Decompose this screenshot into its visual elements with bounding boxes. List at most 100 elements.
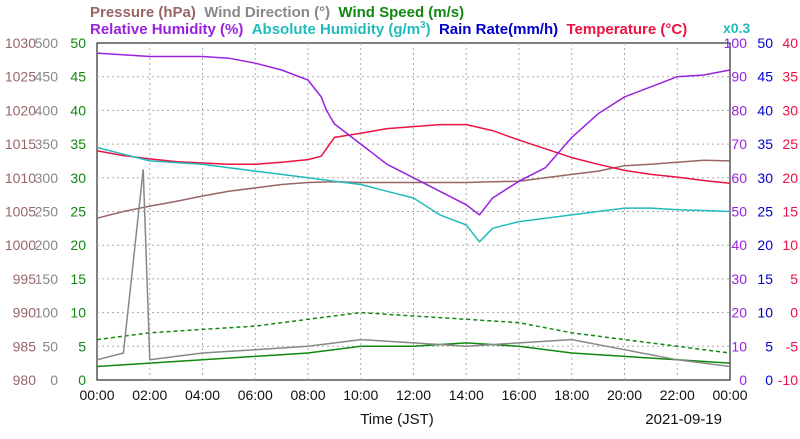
y-tick-label-temperature: -10 — [778, 372, 798, 388]
y-tick-label-humidity: 20 — [731, 305, 747, 321]
y-tick-label-wind-speed: 20 — [70, 237, 86, 253]
legend-entry: Temperature (°C) — [558, 21, 687, 38]
x-tick-label: 06:00 — [238, 387, 273, 403]
legend-entry: Pressure (hPa) — [90, 4, 196, 21]
x-tick-label: 08:00 — [290, 387, 325, 403]
y-tick-label-rain: 20 — [757, 237, 773, 253]
y-tick-label-rain: 10 — [757, 305, 773, 321]
legend-entry-tail: ) — [426, 21, 431, 38]
y-tick-label-wind-speed: 50 — [70, 35, 86, 51]
x-tick-label: 16:00 — [501, 387, 536, 403]
series-line-absolute-humidity — [96, 146, 731, 243]
y-tick-label-humidity: 30 — [731, 271, 747, 287]
y-tick-label-wind-direction: 0 — [50, 372, 58, 388]
series-line-wind-speed-gust — [96, 311, 731, 354]
y-tick-label-temperature: 35 — [782, 69, 798, 85]
legend-entry: Wind Speed (m/s) — [330, 4, 464, 21]
y-tick-label-rain: 50 — [757, 35, 773, 51]
y-tick-label-wind-direction: 150 — [35, 271, 59, 287]
y-tick-label-humidity: 80 — [731, 102, 747, 118]
x-tick-label: 18:00 — [554, 387, 589, 403]
x-tick-label: 02:00 — [132, 387, 167, 403]
y-tick-label-pressure: 990 — [13, 305, 37, 321]
title-row-1: Pressure (hPa) Wind Direction (°) Wind S… — [90, 4, 464, 21]
y-tick-label-wind-direction: 250 — [35, 204, 59, 220]
series-line-pressure — [96, 159, 731, 219]
y-tick-label-wind-direction: 500 — [35, 35, 59, 51]
x-tick-label: 22:00 — [660, 387, 695, 403]
y-tick-label-wind-speed: 15 — [70, 271, 86, 287]
y-tick-label-humidity: 100 — [724, 35, 748, 51]
y-tick-label-humidity: 70 — [731, 136, 747, 152]
y-tick-label-wind-speed: 35 — [70, 136, 86, 152]
y-tick-label-humidity: 50 — [731, 204, 747, 220]
y-tick-label-wind-direction: 200 — [35, 237, 59, 253]
y-tick-label-pressure: 1030 — [5, 35, 36, 51]
y-tick-label-wind-speed: 40 — [70, 102, 86, 118]
y-tick-label-temperature: 40 — [782, 35, 798, 51]
x-tick-label: 00:00 — [712, 387, 747, 403]
y-tick-label-pressure: 1005 — [5, 204, 36, 220]
y-tick-label-wind-speed: 0 — [78, 372, 86, 388]
series-line-wind-speed-avg — [96, 342, 731, 368]
y-tick-label-wind-direction: 100 — [35, 305, 59, 321]
y-tick-label-wind-direction: 400 — [35, 102, 59, 118]
y-tick-label-temperature: 20 — [782, 170, 798, 186]
y-tick-label-rain: 45 — [757, 69, 773, 85]
chart-date: 2021-09-19 — [645, 411, 722, 428]
x-tick-label: 00:00 — [79, 387, 114, 403]
x-tick-label: 20:00 — [607, 387, 642, 403]
y-tick-label-rain: 5 — [765, 338, 773, 354]
legend-entry: Rain Rate(mm/h) — [431, 21, 559, 38]
y-tick-label-wind-direction: 300 — [35, 170, 59, 186]
y-tick-label-pressure: 1020 — [5, 102, 36, 118]
y-tick-label-pressure: 980 — [13, 372, 37, 388]
series-line-temperature — [96, 123, 731, 184]
series-line-relative-humidity — [96, 52, 731, 216]
y-tick-label-rain: 40 — [757, 102, 773, 118]
y-tick-label-pressure: 1000 — [5, 237, 36, 253]
y-tick-label-rain: 0 — [765, 372, 773, 388]
y-tick-label-temperature: 25 — [782, 136, 798, 152]
y-tick-label-rain: 35 — [757, 136, 773, 152]
x-tick-label: 04:00 — [185, 387, 220, 403]
y-tick-label-humidity: 10 — [731, 338, 747, 354]
y-tick-label-pressure: 1015 — [5, 136, 36, 152]
y-tick-label-temperature: 30 — [782, 102, 798, 118]
x-tick-label: 10:00 — [343, 387, 378, 403]
y-tick-label-temperature: 15 — [782, 204, 798, 220]
y-tick-label-wind-speed: 30 — [70, 170, 86, 186]
series-line-wind-direction — [96, 168, 731, 368]
legend-entry: Relative Humidity (%) — [90, 21, 243, 38]
y-tick-label-humidity: 0 — [739, 372, 747, 388]
y-tick-label-pressure: 995 — [13, 271, 37, 287]
y-tick-label-wind-direction: 450 — [35, 69, 59, 85]
y-tick-label-temperature: 5 — [790, 271, 798, 287]
x-tick-label: 14:00 — [449, 387, 484, 403]
y-tick-label-humidity: 90 — [731, 69, 747, 85]
legend-entry-sup: 3 — [420, 20, 426, 31]
y-tick-label-wind-speed: 25 — [70, 204, 86, 220]
y-tick-label-pressure: 1010 — [5, 170, 36, 186]
x-tick-label: 12:00 — [396, 387, 431, 403]
y-tick-label-pressure: 985 — [13, 338, 37, 354]
legend-entry: Wind Direction (°) — [196, 4, 330, 21]
y-tick-label-humidity: 60 — [731, 170, 747, 186]
y-tick-label-temperature: 10 — [782, 237, 798, 253]
y-tick-label-wind-speed: 45 — [70, 69, 86, 85]
multiplier-label: x0.3 — [723, 20, 750, 36]
y-tick-label-wind-speed: 10 — [70, 305, 86, 321]
y-tick-label-rain: 15 — [757, 271, 773, 287]
y-tick-label-pressure: 1025 — [5, 69, 36, 85]
y-tick-label-rain: 30 — [757, 170, 773, 186]
y-tick-label-wind-direction: 350 — [35, 136, 59, 152]
x-axis-label: Time (JST) — [360, 411, 434, 428]
y-tick-label-wind-direction: 50 — [42, 338, 58, 354]
y-tick-label-rain: 25 — [757, 204, 773, 220]
legend-entry: Absolute Humidity (g/m — [243, 21, 420, 38]
title-row-2: Relative Humidity (%) Absolute Humidity … — [90, 20, 687, 38]
y-tick-label-wind-speed: 5 — [78, 338, 86, 354]
y-tick-label-temperature: 0 — [790, 305, 798, 321]
